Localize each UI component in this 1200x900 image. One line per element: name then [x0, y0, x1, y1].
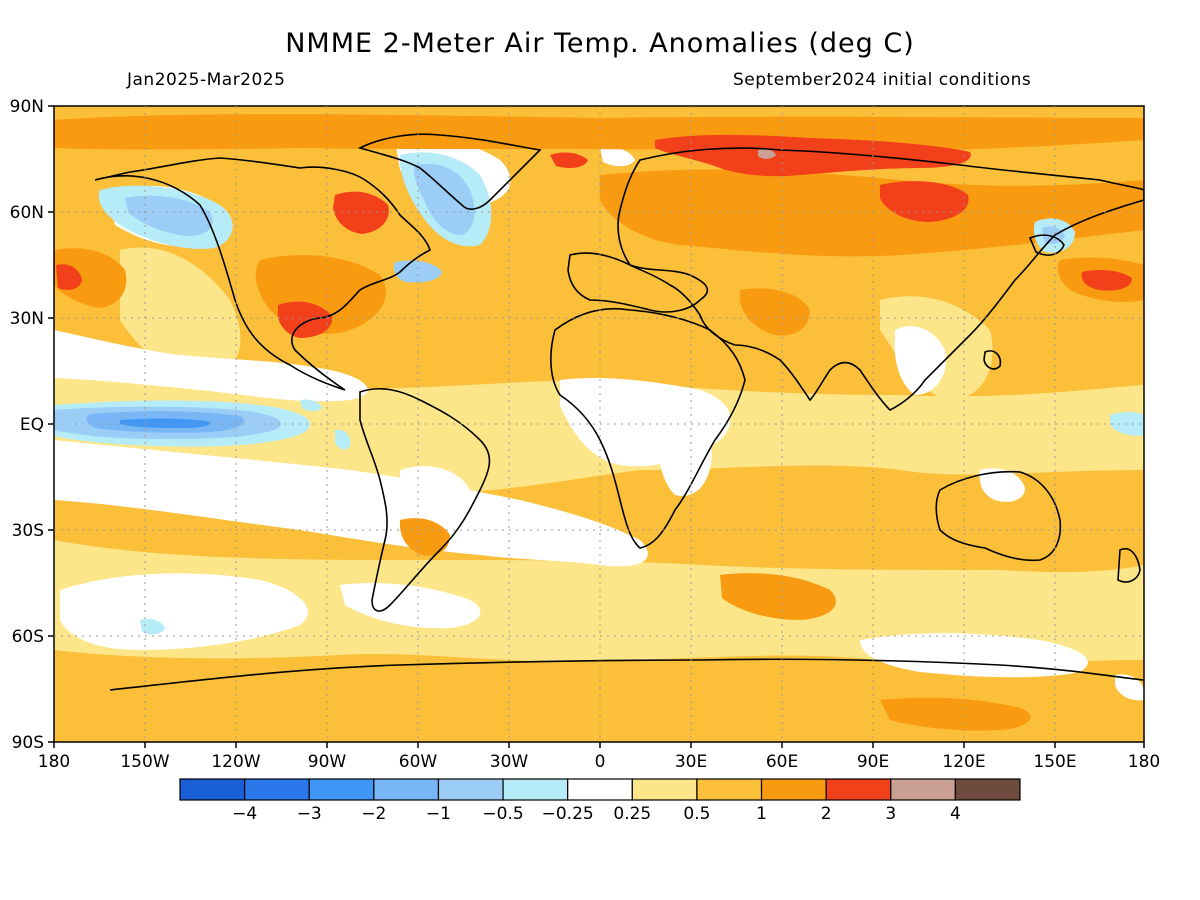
colorbar-label: 0.25	[613, 804, 651, 824]
colorbar-label: −4	[232, 804, 257, 824]
graticule	[54, 106, 1144, 742]
colorbar-swatch	[373, 778, 440, 801]
latitude-labels: 90N 60N 30N EQ 30S 60S 90S	[10, 97, 44, 753]
colorbar-label: −3	[297, 804, 322, 824]
colorbar-legend: −4 −3 −2 −1 −0.5 −0.25 0.25 0.5 1 2 3 4	[179, 778, 1021, 824]
colorbar-label: −0.25	[542, 804, 594, 824]
lon-label: 180	[1128, 752, 1160, 772]
colorbar-label: −1	[426, 804, 451, 824]
lon-label: 30E	[675, 752, 707, 772]
lat-label: 30N	[10, 309, 44, 329]
lon-label: 90W	[308, 752, 347, 772]
extreme-warm-spot	[758, 149, 776, 159]
colorbar-label: 4	[950, 804, 961, 824]
lat-label: 60N	[10, 203, 44, 223]
colorbar-swatch	[954, 778, 1021, 801]
axis-ticks	[48, 105, 1145, 748]
map-title: NMME 2-Meter Air Temp. Anomalies (deg C)	[285, 28, 915, 59]
forecast-period: Jan2025-Mar2025	[127, 70, 286, 90]
coastlines	[94, 133, 1144, 691]
colorbar-label: 0.5	[683, 804, 710, 824]
longitude-labels: 180 150W 120W 90W 60W 30W 0 30E 60E 90E …	[38, 752, 1160, 772]
colorbar-label: 2	[821, 804, 832, 824]
lon-label: 150W	[120, 752, 169, 772]
strong-warm-regions	[56, 134, 1132, 338]
colorbar-swatch	[825, 778, 892, 801]
colorbar-swatch	[760, 778, 827, 801]
moderate-warm-regions	[54, 114, 1144, 731]
lon-label: 90E	[857, 752, 889, 772]
colorbar-swatch	[179, 778, 246, 801]
colorbar-label: −2	[361, 804, 386, 824]
colorbar-label: −0.5	[482, 804, 523, 824]
initial-conditions: September2024 initial conditions	[733, 70, 1032, 90]
lat-label: 60S	[12, 627, 44, 647]
lat-label: EQ	[20, 415, 44, 435]
colorbar-swatch	[502, 778, 569, 801]
lon-label: 150E	[1033, 752, 1076, 772]
lat-label: 30S	[12, 521, 44, 541]
lon-label: 180	[38, 752, 70, 772]
colorbar-swatch	[244, 778, 310, 801]
colorbar-swatch	[890, 778, 956, 801]
colorbar-label: 1	[756, 804, 767, 824]
lon-label: 120W	[211, 752, 260, 772]
anomaly-field	[54, 106, 1144, 742]
lon-label: 120E	[942, 752, 985, 772]
lat-label: 90S	[12, 733, 44, 753]
lon-label: 60E	[766, 752, 798, 772]
lon-label: 60W	[399, 752, 438, 772]
colorbar-swatch	[631, 778, 698, 801]
colorbar-swatch	[437, 778, 504, 801]
colorbar-swatch	[567, 778, 633, 801]
lon-label: 0	[595, 752, 606, 772]
lat-label: 90N	[10, 97, 44, 117]
lon-label: 30W	[490, 752, 529, 772]
colorbar-label: 3	[885, 804, 896, 824]
colorbar-swatch	[308, 778, 375, 801]
colorbar-swatch	[696, 778, 763, 801]
